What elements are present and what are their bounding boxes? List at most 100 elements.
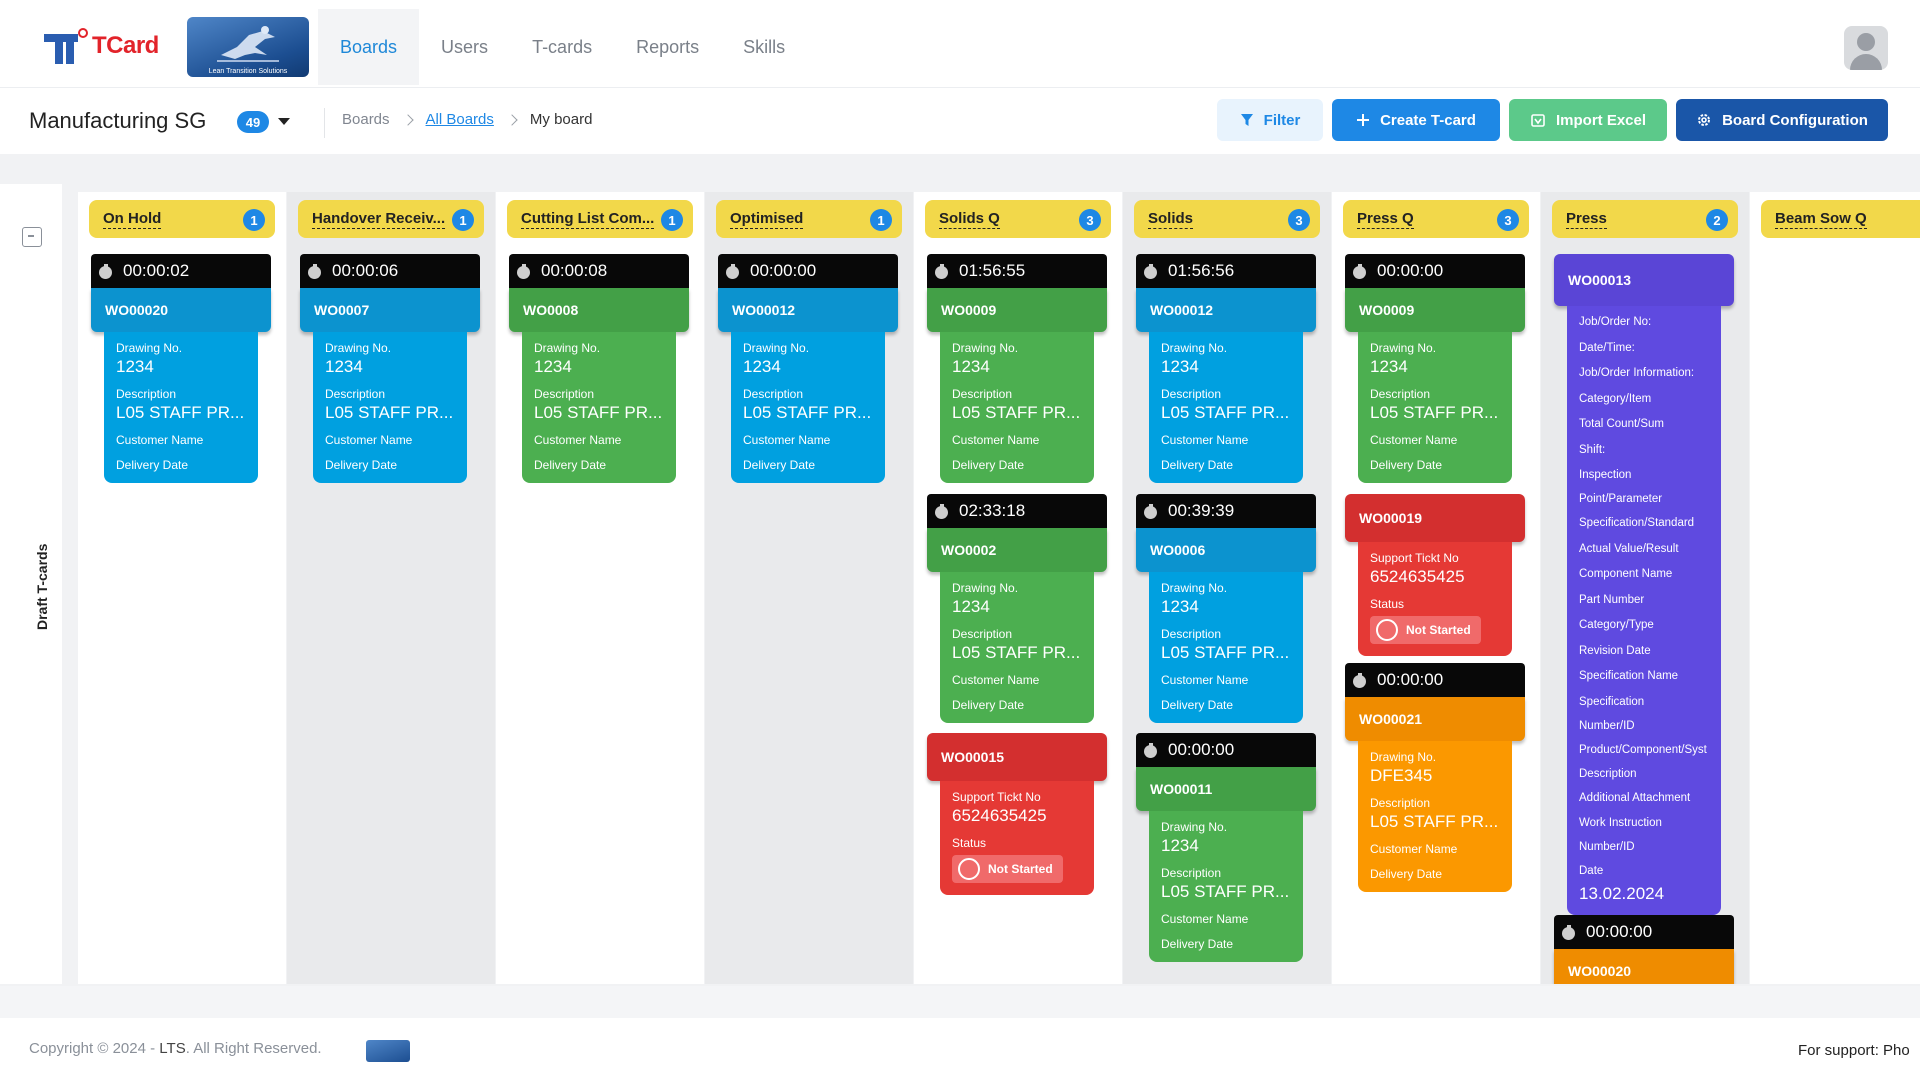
board-dropdown-chevron-icon[interactable] — [278, 118, 290, 125]
card-body: Drawing No. 1234 Description L05 STAFF P… — [1149, 811, 1303, 962]
description-label: Description — [1161, 627, 1222, 641]
lane-header[interactable]: Press 2 — [1552, 200, 1738, 238]
drawing-label: Drawing No. — [952, 581, 1019, 595]
tcard[interactable]: 00:00:02 WO00020 Drawing No. 1234 Descri… — [91, 254, 271, 483]
drawing-value: 1234 — [743, 357, 781, 376]
lane-header[interactable]: Press Q 3 — [1343, 200, 1529, 238]
timer-value: 00:00:02 — [123, 261, 190, 280]
lane-count-badge: 1 — [661, 209, 683, 231]
breadcrumb-all-boards-link[interactable]: All Boards — [425, 111, 494, 128]
card-id: WO0007 — [300, 288, 480, 332]
stopwatch-icon — [1144, 742, 1158, 758]
timer-value: 02:33:18 — [959, 501, 1026, 520]
lane-header[interactable]: Handover Receiv... 1 — [298, 200, 484, 238]
nav-tab-users[interactable]: Users — [441, 36, 489, 57]
tcard[interactable]: 00:00:06 WO0007 Drawing No. 1234 Descrip… — [300, 254, 480, 483]
company-name: LTS — [159, 1040, 186, 1057]
drawing-value: 1234 — [1161, 836, 1199, 855]
ticket-label: Support Tickt No — [952, 790, 1041, 804]
card-timer: 00:00:00 — [1345, 663, 1525, 697]
status-badge[interactable]: Not Started — [1370, 616, 1481, 644]
card-id: WO0006 — [1136, 528, 1316, 572]
field-label: Category/Type — [1579, 619, 1654, 631]
delivery-label: Delivery Date — [1161, 458, 1234, 472]
lane-header[interactable]: On Hold 1 — [89, 200, 275, 238]
tcard[interactable]: 01:56:56 WO00012 Drawing No. 1234 Descri… — [1136, 254, 1316, 483]
brand-name: TCard — [92, 32, 159, 59]
ticket-value: 6524635425 — [952, 806, 1047, 825]
tcard-support[interactable]: WO00019 Support Tickt No 6524635425 Stat… — [1345, 494, 1525, 656]
tcard[interactable]: 00:39:39 WO0006 Drawing No. 1234 Descrip… — [1136, 494, 1316, 723]
tcard[interactable]: 02:33:18 WO0002 Drawing No. 1234 Descrip… — [927, 494, 1107, 723]
lane-header[interactable]: Optimised 1 — [716, 200, 902, 238]
tcard[interactable]: 00:00:00 WO00011 Drawing No. 1234 Descri… — [1136, 733, 1316, 962]
filter-button[interactable]: Filter — [1217, 99, 1323, 141]
import-excel-button[interactable]: Import Excel — [1509, 99, 1667, 141]
card-body: Support Tickt No 6524635425 Status Not S… — [940, 781, 1094, 895]
lane-count-badge: 1 — [243, 209, 265, 231]
card-body: Drawing No. 1234 Description L05 STAFF P… — [1149, 332, 1303, 483]
status-circle-icon — [958, 858, 980, 880]
description-value: L05 STAFF PR... — [1161, 882, 1290, 901]
copyright-prefix: Copyright © 2024 - — [29, 1040, 160, 1057]
copyright-suffix: . All Right Reserved. — [185, 1040, 322, 1057]
nav-tab-boards[interactable]: Boards — [318, 9, 420, 85]
delivery-label: Delivery Date — [1370, 458, 1443, 472]
tcard[interactable]: 00:00:00 WO00020 — [1554, 915, 1734, 984]
tcard[interactable]: 00:00:00 WO0009 Drawing No. 1234 Descrip… — [1345, 254, 1525, 483]
tcard[interactable]: 00:00:00 WO00012 Drawing No. 1234 Descri… — [718, 254, 898, 483]
card-body: Drawing No. 1234 Description L05 STAFF P… — [1358, 332, 1512, 483]
description-value: L05 STAFF PR... — [325, 403, 454, 422]
card-body: Drawing No. DFE345 Description L05 STAFF… — [1358, 741, 1512, 892]
timer-value: 00:00:00 — [1377, 261, 1444, 280]
description-value: L05 STAFF PR... — [1161, 403, 1290, 422]
lane-header[interactable]: Solids 3 — [1134, 200, 1320, 238]
field-label: Actual Value/Result — [1579, 542, 1679, 555]
tcard[interactable]: 00:00:00 WO00021 Drawing No. DFE345 Desc… — [1345, 663, 1525, 892]
nav-tab-reports[interactable]: Reports — [636, 36, 700, 57]
field-label: Work Instruction — [1579, 817, 1662, 829]
stopwatch-icon — [1144, 263, 1158, 279]
description-value: L05 STAFF PR... — [534, 403, 663, 422]
tcard-logo[interactable]: TCard — [44, 26, 159, 66]
lane-header[interactable]: Cutting List Com... 1 — [507, 200, 693, 238]
field-label: Shift: — [1579, 443, 1606, 456]
draft-tcards-panel[interactable]: Draft T-cards — [0, 184, 62, 984]
tcard-support[interactable]: WO00015 Support Tickt No 6524635425 Stat… — [927, 733, 1107, 895]
drawing-label: Drawing No. — [743, 341, 810, 355]
card-id: WO00011 — [1136, 767, 1316, 811]
card-body: Drawing No. 1234 Description L05 STAFF P… — [940, 572, 1094, 723]
stopwatch-icon — [308, 263, 322, 279]
delivery-label: Delivery Date — [534, 458, 607, 472]
card-id: WO00019 — [1345, 494, 1525, 542]
nav-tab-tcards[interactable]: T-cards — [532, 36, 593, 57]
drawing-value: 1234 — [534, 357, 572, 376]
drawing-label: Drawing No. — [325, 341, 392, 355]
drawing-label: Drawing No. — [1370, 341, 1437, 355]
create-tcard-button[interactable]: Create T-card — [1332, 99, 1500, 141]
field-label: Specification/Standard — [1579, 517, 1695, 529]
status-badge[interactable]: Not Started — [952, 855, 1063, 883]
board-configuration-button[interactable]: Board Configuration — [1676, 99, 1888, 141]
nav-tab-skills[interactable]: Skills — [743, 36, 786, 57]
drawing-value: 1234 — [116, 357, 154, 376]
tcard[interactable]: 01:56:55 WO0009 Drawing No. 1234 Descrip… — [927, 254, 1107, 483]
card-body: Job/Order No: Date/Time: Job/Order Infor… — [1567, 306, 1721, 915]
card-timer: 00:00:06 — [300, 254, 480, 288]
lane-handover-received: Handover Receiv... 1 00:00:06 WO0007 Dra… — [287, 192, 495, 984]
expand-panel-icon[interactable] — [22, 227, 42, 247]
card-timer: 01:56:56 — [1136, 254, 1316, 288]
lane-header[interactable]: Solids Q 3 — [925, 200, 1111, 238]
lane-name: Optimised — [730, 210, 804, 229]
card-id: WO0009 — [1345, 288, 1525, 332]
drawing-value: 1234 — [325, 357, 363, 376]
import-excel-label: Import Excel — [1555, 111, 1647, 129]
drawing-label: Drawing No. — [1161, 581, 1228, 595]
timer-value: 00:39:39 — [1168, 501, 1235, 520]
card-body: Drawing No. 1234 Description L05 STAFF P… — [313, 332, 467, 483]
tcard-inspection[interactable]: WO00013 Job/Order No: Date/Time: Job/Ord… — [1554, 254, 1734, 915]
user-avatar[interactable] — [1844, 26, 1888, 70]
lane-header[interactable]: Beam Sow Q — [1761, 200, 1920, 238]
tcard[interactable]: 00:00:08 WO0008 Drawing No. 1234 Descrip… — [509, 254, 689, 483]
gear-icon — [1698, 114, 1711, 126]
